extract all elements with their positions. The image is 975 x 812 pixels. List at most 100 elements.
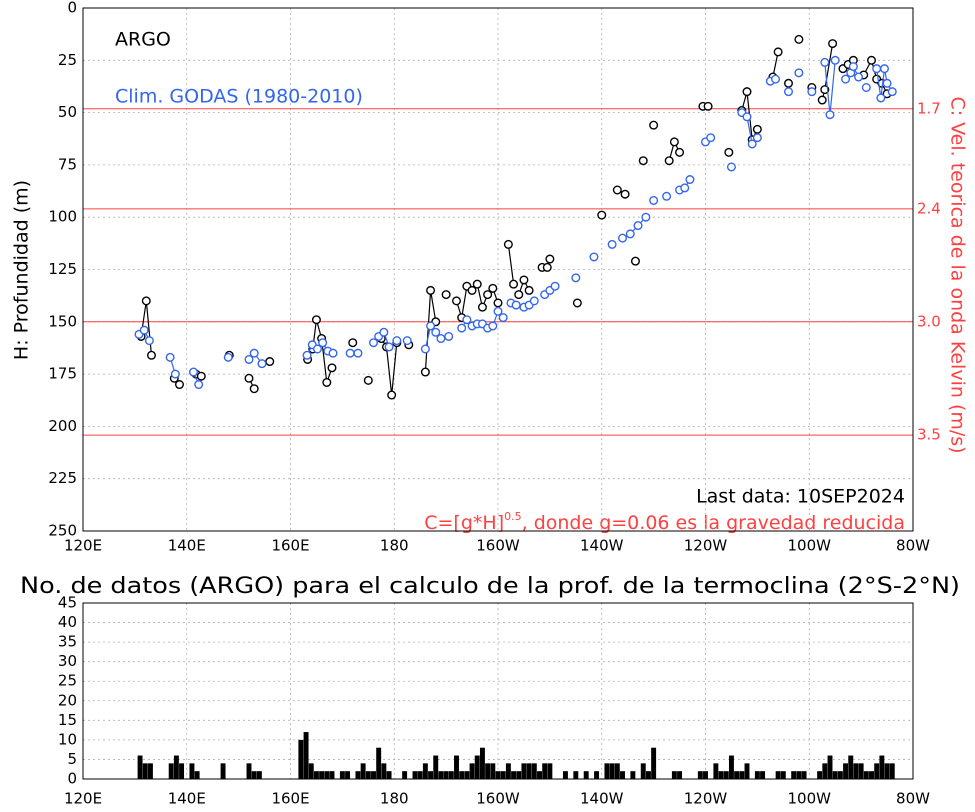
bar [189, 763, 195, 779]
bar [620, 771, 625, 779]
data-point [441, 290, 451, 300]
bar [454, 755, 459, 779]
data-point [249, 348, 259, 358]
bar [464, 771, 470, 779]
data-point [706, 133, 716, 143]
data-point [139, 325, 149, 335]
bar [775, 771, 781, 779]
data-point [194, 380, 204, 390]
x-tick-label: 120E [64, 790, 102, 808]
data-point [328, 348, 338, 358]
bar [614, 763, 620, 779]
bar [526, 763, 532, 779]
y-tick-label: 45 [58, 594, 77, 612]
data-point [477, 302, 487, 312]
data-point [302, 350, 312, 360]
bar [832, 771, 838, 779]
data-point [669, 137, 679, 147]
data-point [265, 357, 275, 367]
data-point [807, 87, 817, 97]
data-point [174, 380, 184, 390]
data-point [589, 252, 599, 262]
bar [168, 763, 174, 779]
data-point [379, 327, 389, 337]
bar [339, 771, 345, 779]
bar [220, 763, 226, 779]
bar [827, 755, 833, 779]
bar [516, 771, 522, 779]
data-point [249, 384, 259, 394]
y-tick-label: 15 [58, 711, 77, 729]
bar [251, 771, 257, 779]
x-tick-label: 80W [896, 790, 930, 808]
data-point [420, 367, 430, 377]
data-point [726, 162, 736, 172]
data-point [387, 390, 397, 400]
y-tick-label: 75 [58, 155, 77, 173]
bar [863, 771, 869, 779]
bar [194, 771, 200, 779]
bar [479, 747, 485, 779]
bar [319, 771, 325, 779]
data-point [503, 239, 513, 249]
legend-label: ARGO [115, 29, 171, 51]
data-point [630, 256, 640, 266]
bar [531, 763, 537, 779]
bar [728, 755, 734, 779]
bar [780, 771, 786, 779]
data-point [752, 124, 762, 134]
data-point [887, 87, 897, 97]
y-tick-label: 250 [48, 522, 77, 540]
data-point [511, 300, 521, 310]
data-point [483, 290, 493, 300]
data-point [641, 212, 651, 222]
data-point [861, 82, 871, 92]
plot-frame [82, 7, 914, 532]
data-point [882, 78, 892, 88]
data-point [620, 189, 630, 199]
bar [469, 763, 475, 779]
data-point [794, 68, 804, 78]
data-point [431, 327, 441, 337]
data-point [322, 377, 332, 387]
data-point [542, 262, 552, 272]
data-point [867, 55, 877, 65]
bar [142, 763, 148, 779]
data-point [493, 306, 503, 316]
data-point [392, 336, 402, 346]
data-point [830, 55, 840, 65]
bar [329, 771, 335, 779]
y2-tick-label: 1.7 [917, 99, 941, 117]
data-point [312, 344, 322, 354]
data-point [724, 147, 734, 157]
data-point [571, 273, 581, 283]
bar [371, 771, 376, 779]
data-point [794, 34, 804, 44]
bar [137, 755, 143, 779]
y-tick-label: 40 [58, 613, 77, 631]
data-point [223, 352, 233, 362]
bar [459, 771, 465, 779]
data-point [742, 87, 752, 97]
bar [791, 771, 797, 779]
data-point [607, 239, 617, 249]
bar [562, 771, 568, 779]
data-point [402, 336, 412, 346]
data-point [141, 296, 151, 306]
bar [179, 763, 185, 779]
x-tick-label: 100W [788, 790, 832, 808]
data-point [625, 229, 635, 239]
bar [256, 771, 262, 779]
bar [521, 763, 527, 779]
data-point [872, 64, 882, 74]
bar [246, 763, 252, 779]
bar [360, 763, 366, 779]
x-tick-label: 120W [684, 790, 728, 808]
x-tick-label: 140E [168, 790, 206, 808]
bar [298, 739, 304, 779]
bar [448, 771, 454, 779]
bar [630, 771, 636, 779]
data-point [488, 283, 498, 293]
data-point [384, 342, 394, 352]
